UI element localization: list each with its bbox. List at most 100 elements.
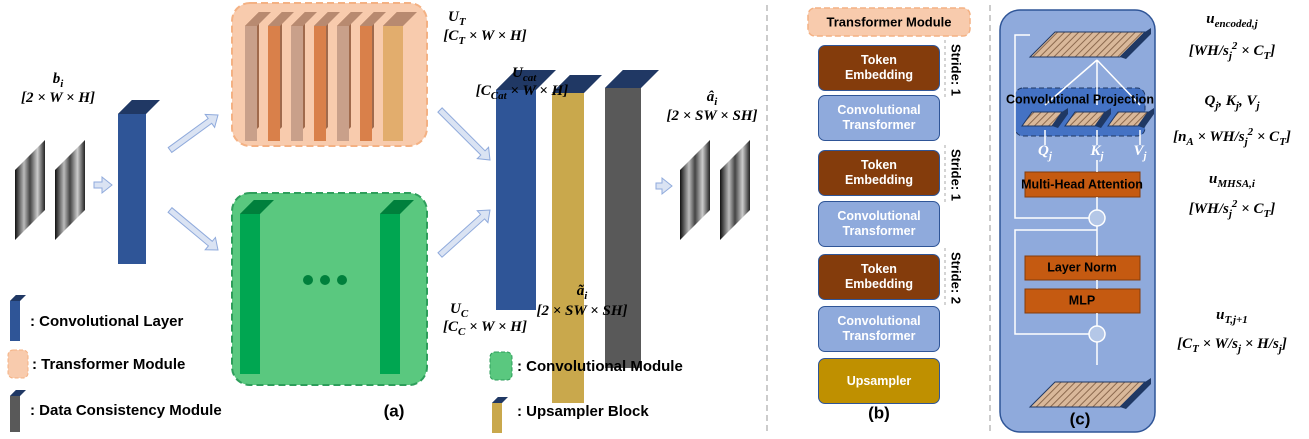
grayscale-image bbox=[720, 140, 750, 240]
transformer-layer-top bbox=[360, 12, 386, 26]
transformer-output-dims: [CT × W × H] bbox=[443, 28, 526, 46]
math-segment: i bbox=[714, 96, 718, 108]
conv-output-label: UC bbox=[450, 301, 469, 319]
module-block: Convolutional Transformer bbox=[818, 95, 940, 141]
legend-label: : Convolutional Module bbox=[517, 358, 683, 375]
module-block: Upsampler bbox=[818, 358, 940, 404]
math-segment: j bbox=[1141, 150, 1147, 162]
math-segment: [WH/s bbox=[1189, 43, 1229, 59]
flow-arrow bbox=[437, 209, 491, 258]
math-segment: [C bbox=[1177, 336, 1193, 352]
grayscale-image bbox=[55, 140, 85, 240]
math-segment: Q bbox=[1038, 143, 1049, 159]
math-segment: j bbox=[1213, 100, 1219, 112]
math-segment: × C bbox=[1253, 129, 1280, 145]
math-segment: cat bbox=[523, 72, 537, 84]
data-consistency-block bbox=[605, 88, 641, 368]
stride-label: Stride: 1 bbox=[949, 44, 964, 96]
math-segment: u bbox=[1216, 307, 1224, 323]
arrow-shape bbox=[655, 176, 673, 196]
grayscale-image bbox=[680, 140, 710, 240]
math-segment: j bbox=[1227, 208, 1233, 220]
math-segment: × WH/s bbox=[1194, 129, 1245, 145]
projection-label: Convolutional Projection bbox=[1006, 92, 1154, 106]
math-segment: , V bbox=[1238, 93, 1259, 109]
concat-label: Ucat bbox=[512, 65, 537, 83]
transformer-output-label: UT bbox=[448, 9, 467, 27]
module-block: Token Embedding bbox=[818, 254, 940, 300]
transformer-layer-top bbox=[245, 12, 271, 26]
math-segment: V bbox=[1133, 143, 1145, 159]
attention-label: Multi-Head Attention bbox=[1021, 177, 1143, 191]
math-segment: [C bbox=[443, 319, 459, 335]
math-segment: j bbox=[1047, 150, 1053, 162]
math-segment: T,j+1 bbox=[1225, 314, 1248, 326]
transformer-layer-top bbox=[337, 12, 363, 26]
math-segment: MHSA,i bbox=[1216, 178, 1256, 190]
attention-box bbox=[1024, 171, 1141, 198]
transformer-layer-top bbox=[314, 12, 340, 26]
transformer-panel bbox=[999, 9, 1156, 433]
math-segment: , K bbox=[1217, 93, 1237, 109]
math-segment: j bbox=[1277, 343, 1283, 355]
math-segment: Q bbox=[1204, 93, 1215, 109]
module-block: Convolutional Transformer bbox=[818, 201, 940, 247]
math-segment: [C bbox=[476, 83, 492, 99]
token-map-edge bbox=[1138, 108, 1154, 128]
transformer-layer bbox=[314, 26, 326, 141]
transformer-layer bbox=[337, 26, 349, 141]
concat-dims: [CCat × W × H] bbox=[476, 83, 568, 101]
math-segment: 2 bbox=[1231, 40, 1238, 52]
math-segment: × C bbox=[1237, 201, 1264, 217]
math-segment: U bbox=[448, 9, 460, 25]
math-segment: j bbox=[1098, 150, 1104, 162]
legend-conv-icon bbox=[10, 301, 20, 341]
annotation-label: uT,j+1 bbox=[1216, 307, 1248, 325]
legend-upsampler-icon-top bbox=[492, 397, 508, 403]
math-segment: × W × H] bbox=[507, 83, 569, 99]
data-consistency-block-top bbox=[605, 70, 659, 88]
flow-arrow bbox=[93, 175, 113, 195]
transformer-layer bbox=[245, 26, 257, 141]
math-segment: T bbox=[1263, 50, 1271, 62]
math-segment: T bbox=[1263, 208, 1271, 220]
upsampler-block bbox=[552, 93, 584, 403]
input-label: bi bbox=[53, 71, 65, 89]
math-segment: T bbox=[1279, 136, 1287, 148]
annotation-label: uencoded,j bbox=[1206, 11, 1258, 29]
math-segment: 2 bbox=[1247, 126, 1254, 138]
dot bbox=[320, 275, 330, 285]
arrow-shape bbox=[437, 107, 491, 161]
input-dims: [2 × W × H] bbox=[21, 90, 95, 106]
math-segment: i bbox=[60, 78, 64, 90]
math-segment: b bbox=[53, 71, 61, 87]
conv-output-dims: [CC × W × H] bbox=[443, 319, 527, 337]
transformer-header-box bbox=[807, 7, 971, 37]
annotation-label: uMHSA,i bbox=[1209, 171, 1256, 189]
annotation-dims: [CT × W/sj × H/sj] bbox=[1177, 336, 1287, 354]
legend-transformer-icon bbox=[7, 349, 29, 379]
convolutional-module-box bbox=[231, 192, 428, 386]
arrow-shape bbox=[167, 113, 219, 154]
caption: (b) bbox=[868, 403, 890, 422]
math-segment: K bbox=[1089, 143, 1101, 159]
annotation-dims: [nA × WH/sj2 × CT] bbox=[1173, 126, 1291, 148]
token-map-edge bbox=[1120, 28, 1151, 59]
module-block: Convolutional Transformer bbox=[818, 306, 940, 352]
transformer-layer bbox=[360, 26, 372, 141]
flow-arrow bbox=[437, 107, 491, 161]
math-segment: × W/s bbox=[1199, 336, 1238, 352]
stride-label: Stride: 2 bbox=[949, 252, 964, 304]
math-segment: [C bbox=[443, 28, 459, 44]
token-map-edge bbox=[1095, 108, 1111, 128]
math-segment: j bbox=[1236, 343, 1242, 355]
math-segment: [n bbox=[1173, 129, 1186, 145]
token-map-edge bbox=[1120, 378, 1151, 409]
qkv-label: Qj bbox=[1038, 143, 1053, 161]
math-segment: u bbox=[1206, 11, 1214, 27]
output-dims: [2 × SW × SH] bbox=[666, 108, 757, 124]
connectors bbox=[1014, 34, 1141, 365]
legend-conv-icon-top bbox=[10, 295, 26, 301]
flow-arrow bbox=[655, 176, 673, 196]
